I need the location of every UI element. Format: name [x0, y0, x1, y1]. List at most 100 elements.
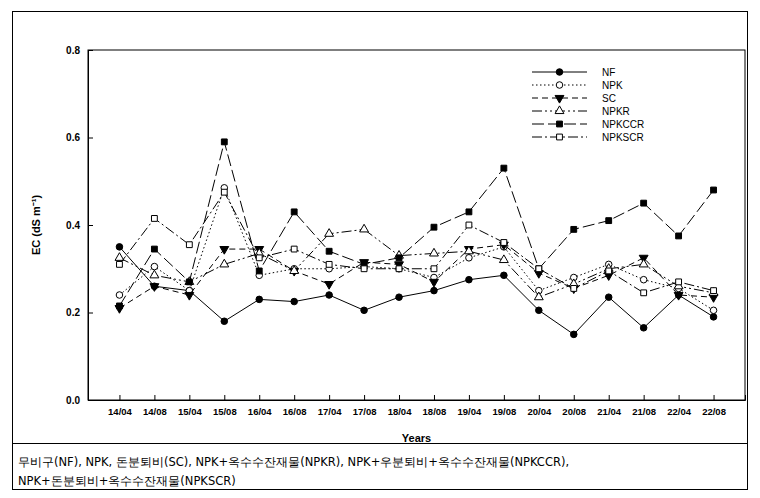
y-tick-label: 0.0	[66, 395, 80, 406]
data-point	[291, 246, 297, 252]
data-point	[396, 294, 403, 301]
data-point	[396, 266, 402, 272]
x-tick-label: 22/08	[702, 406, 726, 417]
data-point	[710, 314, 717, 321]
x-tick-label: 14/04	[108, 406, 132, 417]
x-tick-label: 18/04	[388, 406, 412, 417]
data-point	[221, 189, 227, 195]
x-tick-label: 21/08	[632, 406, 656, 417]
data-point	[325, 229, 334, 237]
x-tick: 21/04	[597, 395, 621, 417]
data-point	[185, 292, 194, 300]
data-point	[151, 263, 158, 270]
legend-label: NPK	[602, 80, 623, 91]
x-tick-mark	[574, 395, 575, 400]
data-point	[676, 233, 682, 239]
x-tick-mark	[714, 395, 715, 400]
x-tick-label: 20/08	[562, 406, 586, 417]
data-point	[464, 247, 473, 255]
data-point	[151, 216, 157, 222]
data-point	[606, 268, 612, 274]
data-point	[326, 261, 332, 267]
x-tick-label: 22/04	[667, 406, 691, 417]
y-axis-title: EC (dS m⁻¹)	[30, 195, 42, 256]
x-tick-label: 19/08	[492, 406, 516, 417]
legend-label: NPKR	[602, 106, 630, 117]
y-axis: 0.00.20.40.60.8	[66, 45, 93, 406]
x-tick-label: 18/08	[423, 406, 447, 417]
series-line	[119, 247, 713, 335]
x-tick: 19/08	[492, 395, 516, 417]
data-point	[221, 139, 227, 145]
y-tick: 0.6	[66, 132, 93, 143]
x-tick-label: 20/04	[527, 406, 551, 417]
x-tick-label: 14/08	[143, 406, 167, 417]
data-point	[536, 266, 542, 272]
data-point	[326, 248, 332, 254]
y-tick: 0.4	[66, 220, 93, 231]
x-tick: 17/04	[318, 395, 342, 417]
data-point	[256, 268, 262, 274]
data-point	[606, 218, 612, 224]
x-tick-mark	[259, 395, 260, 400]
data-point	[220, 259, 229, 267]
x-tick-label: 17/04	[318, 406, 342, 417]
x-tick: 20/04	[527, 395, 551, 417]
y-tick-label: 0.2	[66, 307, 80, 318]
x-tick: 20/08	[562, 395, 586, 417]
x-tick-label: 19/04	[458, 406, 482, 417]
data-point	[466, 222, 472, 228]
x-tick: 14/04	[108, 395, 132, 417]
x-tick-mark	[609, 395, 610, 400]
series-line	[119, 192, 713, 293]
x-tick: 18/08	[423, 395, 447, 417]
data-point	[605, 294, 612, 301]
x-tick-label: 21/04	[597, 406, 621, 417]
legend-marker	[557, 134, 563, 140]
figure: 0.00.20.40.60.814/0414/0815/0415/0816/04…	[0, 0, 760, 498]
x-tick-mark	[644, 395, 645, 400]
x-tick-label: 15/08	[213, 406, 237, 417]
data-point	[291, 298, 298, 305]
legend-label: SC	[602, 93, 616, 104]
x-tick-mark	[154, 395, 155, 400]
data-point	[641, 200, 647, 206]
data-point	[150, 284, 159, 292]
caption: NPK+돈분퇴비+옥수수잔재물(NPKSCR)	[18, 474, 236, 488]
data-point	[501, 165, 507, 171]
legend-marker	[555, 106, 564, 114]
y-tick-mark	[88, 138, 93, 139]
data-point	[116, 292, 123, 299]
plot-area	[115, 139, 718, 338]
data-point	[570, 331, 577, 338]
x-tick-mark	[294, 395, 295, 400]
x-tick-label: 17/08	[353, 406, 377, 417]
data-point	[117, 303, 123, 309]
series-line	[119, 142, 713, 306]
legend-label: NPKSCR	[602, 132, 644, 143]
x-tick-mark	[119, 395, 120, 400]
data-point	[571, 226, 577, 232]
x-tick: 14/08	[143, 395, 167, 417]
data-point	[431, 224, 437, 230]
caption: 무비구(NF), NPK, 돈분퇴비(SC), NPK+옥수수잔재물(NPKR)…	[18, 455, 569, 469]
data-point	[501, 240, 507, 246]
x-tick: 15/04	[178, 395, 202, 417]
data-point	[360, 224, 369, 232]
caption-divider	[13, 443, 748, 444]
data-point	[466, 255, 473, 262]
data-point	[220, 247, 229, 255]
data-point	[185, 277, 194, 285]
x-tick: 18/04	[388, 395, 412, 417]
x-tick-mark	[364, 395, 365, 400]
data-point	[466, 276, 473, 283]
x-tick-mark	[679, 395, 680, 400]
data-point	[640, 325, 647, 332]
legend-label: NPKCCR	[602, 119, 644, 130]
data-point	[186, 242, 192, 248]
data-point	[361, 307, 368, 314]
x-tick-mark	[329, 395, 330, 400]
data-point	[291, 209, 297, 215]
x-tick-label: 15/04	[178, 406, 202, 417]
x-axis: 14/0414/0815/0415/0816/0416/0817/0417/08…	[89, 395, 746, 417]
